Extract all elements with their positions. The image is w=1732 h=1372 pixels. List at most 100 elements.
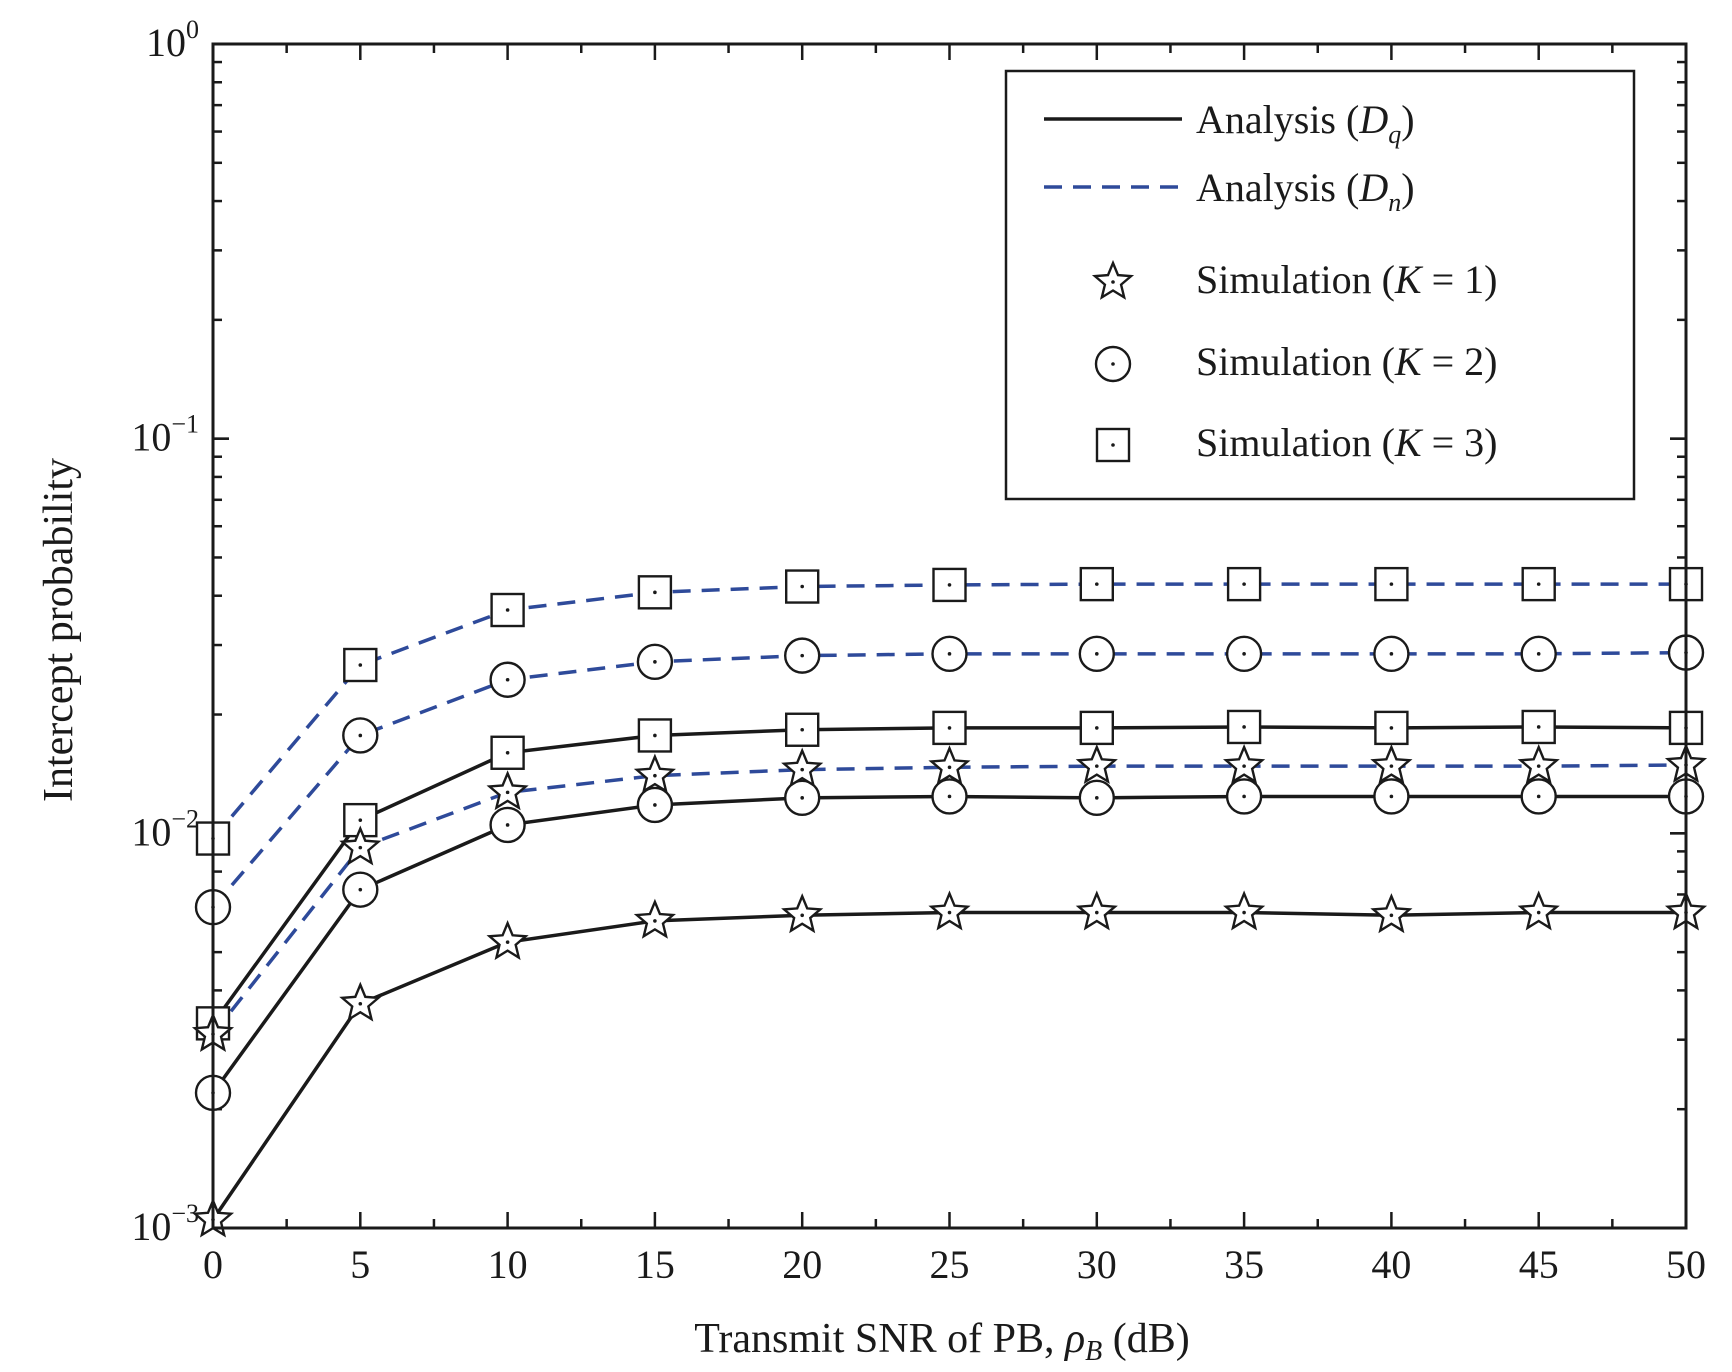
legend-label: Analysis (Dn) bbox=[1196, 165, 1415, 217]
y-tick-label: 100 bbox=[146, 15, 199, 65]
star-marker bbox=[1075, 743, 1118, 785]
circle-marker-center-dot bbox=[947, 652, 952, 656]
legend-star-marker bbox=[1091, 259, 1135, 300]
legend-entry: Simulation (K = 2) bbox=[1094, 339, 1497, 384]
circle-marker-center-dot bbox=[947, 794, 952, 799]
star-marker-center-dot bbox=[505, 790, 510, 795]
circle-marker-center-dot bbox=[1389, 652, 1394, 656]
star-marker bbox=[339, 981, 382, 1022]
x-tick-label: 5 bbox=[350, 1242, 370, 1287]
legend-square-marker-center-dot bbox=[1111, 443, 1115, 447]
legend-entry: Analysis (Dq) bbox=[1044, 97, 1415, 149]
square-marker-center-dot bbox=[1095, 582, 1099, 586]
series-markers bbox=[191, 566, 1708, 1238]
star-marker bbox=[928, 745, 971, 786]
square-marker-center-dot bbox=[1242, 582, 1246, 586]
square-marker-center-dot bbox=[800, 584, 804, 589]
star-marker bbox=[486, 770, 529, 811]
star-marker-center-dot bbox=[1242, 764, 1246, 768]
star-marker bbox=[1370, 743, 1413, 785]
star-marker-center-dot bbox=[1389, 913, 1394, 918]
plot-frame bbox=[211, 42, 1688, 1230]
legend: Analysis (Dq) Analysis (Dn) Simulation (K … bbox=[1004, 69, 1636, 501]
y-tick-label: 10−3 bbox=[131, 1199, 199, 1249]
square-marker-center-dot bbox=[1389, 582, 1394, 586]
x-axis-label-unit: (dB) bbox=[1102, 1316, 1190, 1362]
circle-marker-center-dot bbox=[1242, 794, 1246, 799]
star-marker bbox=[1223, 743, 1266, 785]
legend-entry: Simulation (K = 1) bbox=[1091, 257, 1497, 302]
x-tick-label: 25 bbox=[930, 1242, 970, 1287]
star-marker-center-dot bbox=[947, 765, 952, 770]
star-marker-center-dot bbox=[505, 940, 510, 944]
tick-labels: 0 5 10 15 20 25 30 35 40 45 50 100 10−1 10−2 10−3 bbox=[131, 15, 1706, 1287]
x-tick-label: 20 bbox=[782, 1242, 822, 1287]
square-marker-center-dot bbox=[947, 726, 952, 730]
x-tick-label: 45 bbox=[1519, 1242, 1559, 1287]
star-marker bbox=[928, 890, 971, 931]
square-marker-center-dot bbox=[1536, 582, 1541, 586]
square-marker-center-dot bbox=[653, 733, 657, 738]
star-marker-center-dot bbox=[653, 919, 657, 923]
square-marker-center-dot bbox=[358, 663, 363, 667]
x-axis-label-main: Transmit SNR of PB, bbox=[694, 1316, 1065, 1362]
circle-marker-center-dot bbox=[1095, 796, 1099, 800]
y-tick-label: 10−2 bbox=[131, 804, 199, 854]
star-marker-center-dot bbox=[1095, 764, 1099, 768]
x-axis-label-symbol: ρ bbox=[1063, 1316, 1085, 1362]
star-marker-center-dot bbox=[1536, 764, 1541, 768]
square-marker-center-dot bbox=[505, 750, 510, 755]
circle-marker-center-dot bbox=[1536, 652, 1541, 656]
legend-label: Simulation (K = 3) bbox=[1196, 420, 1497, 465]
legend-label: Simulation (K = 1) bbox=[1196, 257, 1497, 302]
square-marker bbox=[932, 567, 967, 603]
circle-marker-center-dot bbox=[800, 653, 804, 658]
circle-marker-center-dot bbox=[653, 660, 657, 664]
circle-marker-center-dot bbox=[800, 796, 804, 800]
legend-entry: Simulation (K = 3) bbox=[1095, 420, 1497, 465]
star-marker-center-dot bbox=[358, 1001, 363, 1006]
star-marker bbox=[781, 893, 824, 934]
star-marker-center-dot bbox=[1536, 910, 1541, 915]
star-marker bbox=[781, 747, 824, 788]
star-marker-center-dot bbox=[1389, 764, 1394, 768]
star-marker-center-dot bbox=[1095, 910, 1099, 915]
circle-marker-center-dot bbox=[1389, 794, 1394, 799]
star-marker-center-dot bbox=[1242, 910, 1246, 915]
x-axis-label-subscript: B bbox=[1085, 1336, 1102, 1367]
x-tick-label: 40 bbox=[1371, 1242, 1411, 1287]
circle-marker-center-dot bbox=[1242, 652, 1246, 656]
square-marker-center-dot bbox=[505, 608, 510, 612]
legend-square-marker bbox=[1095, 427, 1131, 463]
legend-star-marker-center-dot bbox=[1111, 280, 1115, 284]
square-marker bbox=[1374, 710, 1409, 746]
x-tick-label: 50 bbox=[1666, 1242, 1706, 1287]
circle-marker-center-dot bbox=[358, 733, 363, 738]
square-marker bbox=[1521, 709, 1556, 745]
legend-label: Analysis (Dq) bbox=[1196, 97, 1415, 149]
star-marker-center-dot bbox=[800, 767, 804, 772]
star-marker bbox=[339, 825, 382, 866]
legend-label: Simulation (K = 2) bbox=[1196, 339, 1497, 384]
square-marker-center-dot bbox=[800, 727, 804, 732]
square-marker-center-dot bbox=[653, 590, 657, 595]
star-marker bbox=[1075, 890, 1118, 931]
square-marker-center-dot bbox=[947, 583, 952, 587]
star-marker-center-dot bbox=[800, 913, 804, 918]
square-marker-center-dot bbox=[1389, 726, 1394, 730]
series-line-Dq-k2 bbox=[211, 794, 1686, 1094]
star-marker-center-dot bbox=[947, 910, 952, 915]
circle-marker-center-dot bbox=[1536, 794, 1541, 799]
star-marker bbox=[1223, 890, 1266, 931]
circle-marker-center-dot bbox=[505, 677, 510, 682]
square-marker-center-dot bbox=[1095, 726, 1099, 730]
star-marker bbox=[633, 898, 676, 939]
star-marker bbox=[1517, 890, 1560, 931]
star-marker-center-dot bbox=[653, 773, 657, 778]
star-marker bbox=[633, 753, 676, 794]
circle-marker-center-dot bbox=[505, 823, 510, 827]
x-tick-label: 10 bbox=[488, 1242, 528, 1287]
series-line-Dq-k1 bbox=[211, 910, 1686, 1221]
x-axis-label: Transmit SNR of PB, ρB (dB) bbox=[694, 1316, 1190, 1367]
star-marker bbox=[1517, 743, 1560, 785]
